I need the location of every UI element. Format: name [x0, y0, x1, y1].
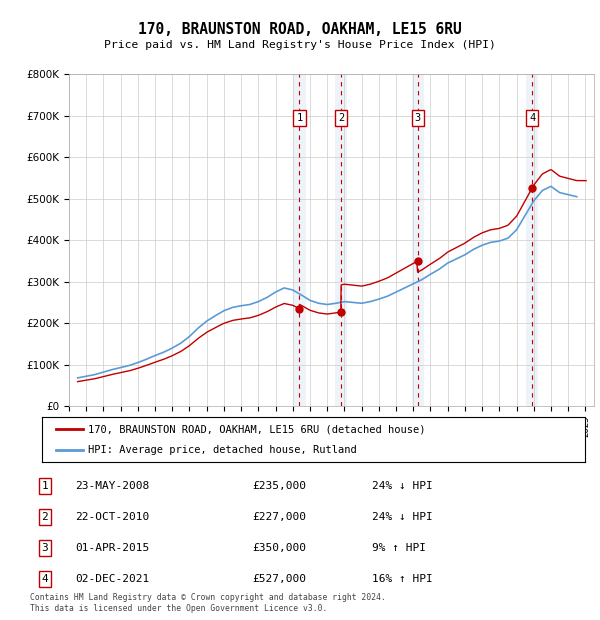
Text: 16% ↑ HPI: 16% ↑ HPI	[372, 574, 433, 584]
Text: 23-MAY-2008: 23-MAY-2008	[75, 481, 149, 491]
Text: 02-DEC-2021: 02-DEC-2021	[75, 574, 149, 584]
Text: Contains HM Land Registry data © Crown copyright and database right 2024.
This d: Contains HM Land Registry data © Crown c…	[30, 593, 386, 613]
Text: £227,000: £227,000	[252, 512, 306, 522]
Text: Price paid vs. HM Land Registry's House Price Index (HPI): Price paid vs. HM Land Registry's House …	[104, 40, 496, 50]
Text: 24% ↓ HPI: 24% ↓ HPI	[372, 512, 433, 522]
Text: 1: 1	[296, 113, 302, 123]
Text: 4: 4	[41, 574, 49, 584]
Text: £527,000: £527,000	[252, 574, 306, 584]
Bar	[293, 74, 305, 406]
Text: 170, BRAUNSTON ROAD, OAKHAM, LE15 6RU: 170, BRAUNSTON ROAD, OAKHAM, LE15 6RU	[138, 22, 462, 37]
Text: 4: 4	[529, 113, 536, 123]
Text: 9% ↑ HPI: 9% ↑ HPI	[372, 543, 426, 553]
Text: 170, BRAUNSTON ROAD, OAKHAM, LE15 6RU (detached house): 170, BRAUNSTON ROAD, OAKHAM, LE15 6RU (d…	[88, 424, 425, 435]
Text: 2: 2	[41, 512, 49, 522]
Bar	[526, 74, 538, 406]
Text: £235,000: £235,000	[252, 481, 306, 491]
Text: 3: 3	[41, 543, 49, 553]
Text: 01-APR-2015: 01-APR-2015	[75, 543, 149, 553]
Text: HPI: Average price, detached house, Rutland: HPI: Average price, detached house, Rutl…	[88, 445, 357, 455]
Text: 3: 3	[415, 113, 421, 123]
Bar	[335, 74, 347, 406]
Text: 24% ↓ HPI: 24% ↓ HPI	[372, 481, 433, 491]
Text: 22-OCT-2010: 22-OCT-2010	[75, 512, 149, 522]
Bar	[412, 74, 424, 406]
Text: 1: 1	[41, 481, 49, 491]
Text: 2: 2	[338, 113, 344, 123]
Text: £350,000: £350,000	[252, 543, 306, 553]
